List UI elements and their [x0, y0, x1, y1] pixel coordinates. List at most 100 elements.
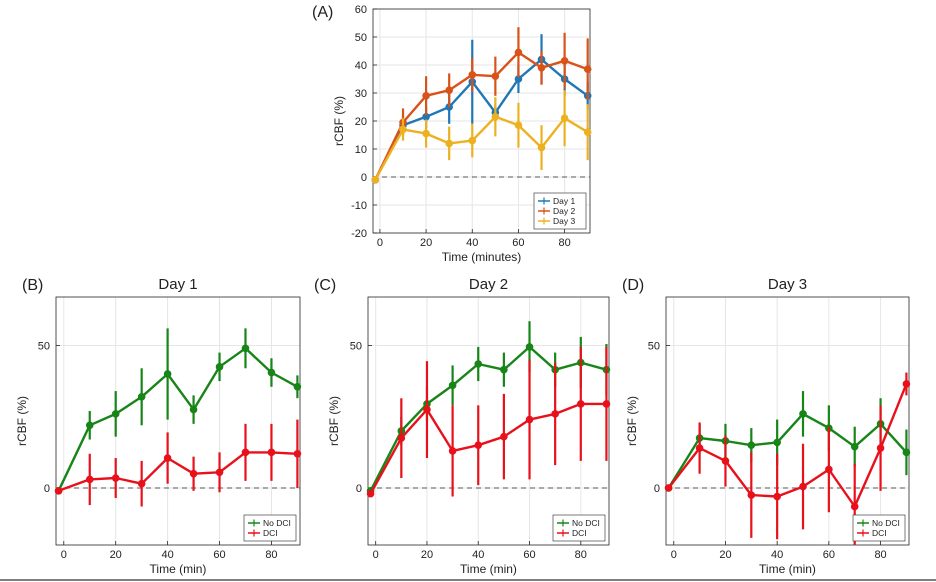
legend-box: [852, 514, 906, 542]
data-point: [397, 434, 406, 442]
data-point: [664, 484, 673, 492]
data-point: [474, 360, 483, 368]
data-point: [241, 448, 250, 457]
chart-panel-d: 0 20 40 60 80 0 50 Time (min) rCBF (%) (D) Day 3 No…: [622, 276, 911, 576]
data-point: [525, 415, 534, 424]
data-point: [500, 365, 508, 374]
data-point: [576, 400, 585, 408]
data-point: [583, 128, 592, 136]
legend-entry: Day 3: [553, 216, 575, 226]
data-point: [850, 442, 859, 451]
data-point: [902, 448, 911, 457]
data-point: [445, 139, 453, 148]
y-tick-label: 0: [44, 483, 50, 495]
x-tick-label: 20: [719, 549, 731, 561]
data-point: [602, 400, 611, 408]
legend-entry: Day 2: [553, 206, 575, 216]
x-tick-label: 40: [161, 549, 173, 561]
data-point: [468, 71, 477, 79]
data-point: [747, 491, 756, 499]
x-axis-label: Time (min): [150, 562, 207, 576]
series-line: [58, 451, 298, 492]
x-tick-label: 20: [421, 549, 433, 561]
data-point: [537, 64, 546, 72]
legend-entry: No DCI: [572, 518, 600, 528]
series-day-3: [371, 90, 592, 184]
data-point: [876, 444, 885, 452]
series-line: [369, 402, 607, 495]
data-point: [583, 65, 592, 73]
x-tick-label: 80: [874, 549, 886, 561]
panel-label: (A): [312, 4, 333, 21]
data-point: [448, 447, 457, 455]
data-point: [241, 344, 250, 353]
data-point: [189, 469, 198, 478]
y-tick-label: 30: [355, 88, 367, 100]
legend-box: [552, 514, 606, 542]
legend-entry: DCI: [872, 528, 887, 538]
series-line: [374, 51, 589, 181]
x-tick-label: 60: [213, 549, 225, 561]
series-dci: [366, 346, 611, 498]
x-tick-label: 0: [61, 549, 67, 561]
series-line: [369, 345, 607, 492]
data-point: [474, 441, 483, 450]
y-tick-label: 50: [350, 340, 362, 352]
legend-entry: DCI: [572, 528, 587, 538]
x-tick-label: 80: [558, 237, 570, 249]
axes-box: [665, 296, 910, 546]
data-point: [799, 482, 807, 491]
y-tick-label: 40: [355, 60, 367, 72]
x-tick-label: 20: [420, 237, 432, 249]
data-point: [215, 363, 224, 371]
data-point: [163, 370, 172, 378]
chart-title: Day 2: [469, 276, 508, 293]
x-tick-label: 80: [575, 549, 587, 561]
x-tick-label: 60: [523, 549, 535, 561]
data-point: [514, 121, 523, 129]
y-axis-label: rCBF (%): [332, 96, 346, 146]
y-axis-label: rCBF (%): [625, 396, 639, 446]
data-point: [537, 143, 546, 152]
x-axis-label: Time (min): [759, 562, 816, 576]
legend-entry: Day 1: [553, 196, 575, 206]
data-point: [215, 468, 224, 477]
y-tick-label: -10: [351, 200, 367, 212]
series-line: [667, 383, 908, 508]
data-point: [293, 449, 302, 458]
data-point: [85, 421, 94, 430]
data-point: [850, 502, 859, 511]
x-tick-label: 0: [373, 549, 379, 561]
legend-entry: DCI: [263, 528, 278, 538]
panel-label: (B): [22, 277, 43, 294]
data-point: [137, 392, 146, 401]
data-point: [422, 92, 430, 100]
series-line: [374, 58, 589, 181]
data-point: [189, 405, 198, 414]
x-tick-label: 0: [377, 237, 383, 249]
data-point: [525, 343, 534, 351]
data-point: [85, 475, 94, 484]
y-tick-label: 0: [361, 172, 367, 184]
y-tick-label: 50: [355, 32, 367, 44]
data-point: [163, 454, 172, 462]
y-tick-label: 10: [355, 144, 367, 156]
x-tick-label: 40: [466, 237, 478, 249]
data-point: [825, 465, 833, 474]
y-tick-label: -20: [351, 228, 367, 240]
series-no-dci: [366, 321, 611, 495]
plot-area: [368, 297, 609, 545]
data-point: [111, 474, 120, 482]
x-tick-label: 0: [671, 549, 677, 561]
data-point: [560, 114, 569, 122]
data-point: [371, 176, 380, 184]
data-point: [799, 410, 807, 418]
x-tick-label: 40: [771, 549, 783, 561]
chart-panel-b: 0 20 40 60 80 0 50 Time (min) rCBF (%) (B) Day 1 No…: [15, 276, 302, 576]
panel-label: (D): [622, 277, 644, 294]
plot-area: [666, 297, 909, 545]
series-no-dci: [54, 328, 302, 495]
x-axis-label: Time (min): [460, 562, 517, 576]
